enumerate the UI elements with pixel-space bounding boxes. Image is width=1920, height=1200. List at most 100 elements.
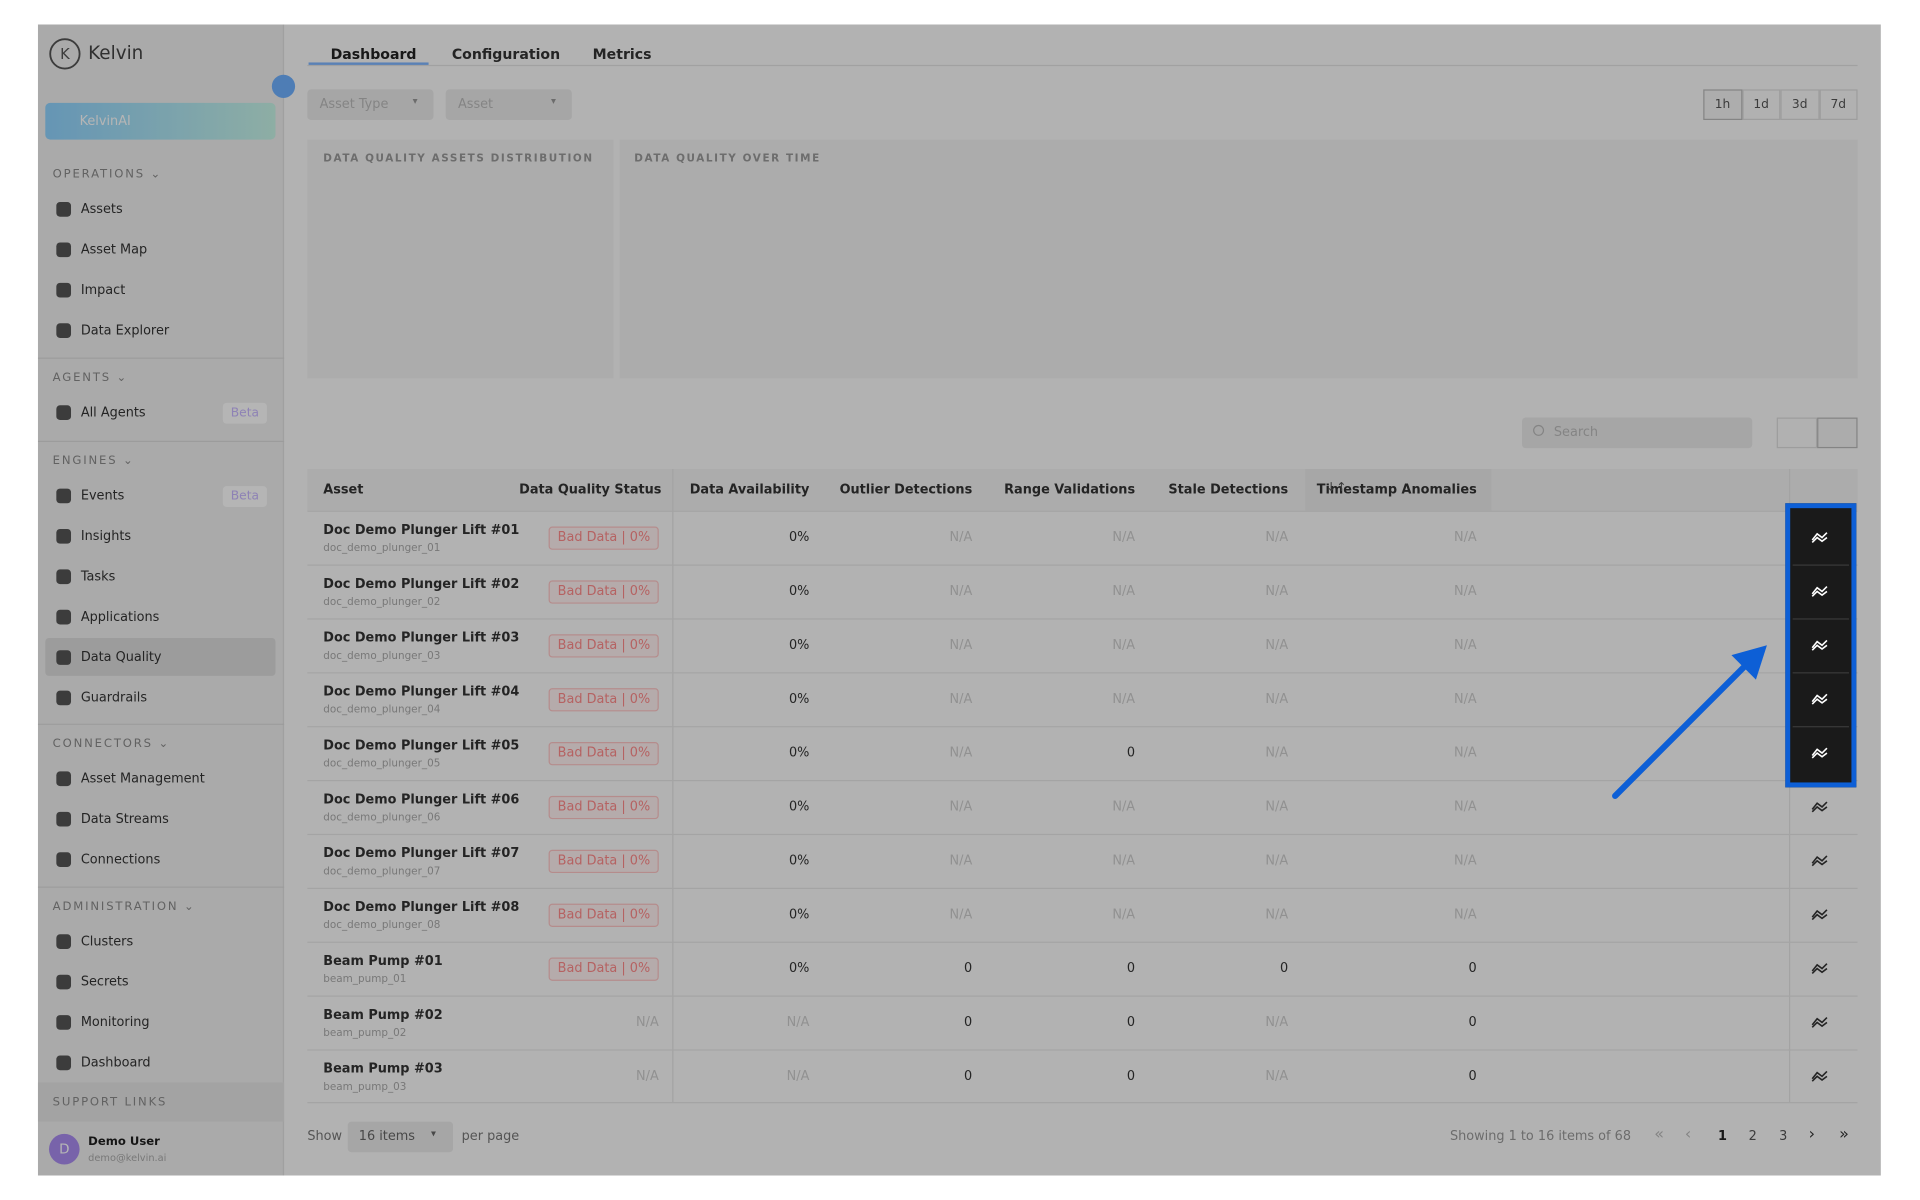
kelvinai-label: KelvinAI bbox=[79, 113, 131, 129]
cell-value: 0 bbox=[1126, 1068, 1136, 1084]
column-header[interactable]: Data Availability bbox=[689, 482, 810, 498]
nav-item[interactable]: Asset Map bbox=[80, 242, 148, 258]
nav-item[interactable]: Clusters bbox=[80, 934, 134, 949]
nav-icon bbox=[56, 690, 72, 706]
trend-icon[interactable] bbox=[1811, 639, 1828, 651]
nav-icon bbox=[56, 202, 72, 217]
row-divider bbox=[307, 941, 1858, 943]
page-nav[interactable]: ‹ bbox=[1684, 1125, 1692, 1144]
trend-icon[interactable] bbox=[1811, 801, 1828, 813]
tab-line bbox=[307, 64, 1858, 67]
column-header[interactable]: Asset bbox=[323, 482, 364, 498]
asset-name[interactable]: Doc Demo Plunger Lift #07 bbox=[323, 846, 520, 861]
trend-icon[interactable] bbox=[1811, 693, 1828, 705]
cell-na: N/A bbox=[949, 907, 973, 923]
section-title[interactable]: AGENTS ⌄ bbox=[52, 371, 129, 385]
filter-dropdown[interactable]: Asset ▾ bbox=[445, 89, 572, 120]
nav-item[interactable]: Applications bbox=[80, 609, 160, 625]
page-nav[interactable]: › bbox=[1808, 1125, 1815, 1144]
page-nav[interactable]: « bbox=[1654, 1125, 1665, 1144]
trend-icon[interactable] bbox=[1811, 1016, 1828, 1028]
section-title[interactable]: ADMINISTRATION ⌄ bbox=[52, 900, 196, 914]
tab[interactable]: Configuration bbox=[451, 45, 561, 63]
filter-dropdown[interactable]: Asset Type ▾ bbox=[307, 89, 434, 120]
caret: ▾ bbox=[431, 1127, 436, 1139]
nav-item[interactable]: Monitoring bbox=[80, 1015, 150, 1030]
asset-name[interactable]: Doc Demo Plunger Lift #02 bbox=[323, 576, 520, 592]
view-toggle[interactable] bbox=[1776, 417, 1818, 449]
asset-name[interactable]: Doc Demo Plunger Lift #06 bbox=[323, 792, 520, 807]
kelvinai-button[interactable]: KelvinAI bbox=[45, 102, 276, 140]
asset-name[interactable]: Beam Pump #03 bbox=[323, 1061, 443, 1077]
asset-name[interactable]: Doc Demo Plunger Lift #08 bbox=[323, 900, 520, 915]
collapse-button[interactable] bbox=[271, 74, 296, 98]
nav-item[interactable]: Assets bbox=[80, 202, 123, 217]
nav-icon bbox=[56, 282, 72, 298]
time-range[interactable]: 1d bbox=[1741, 89, 1781, 120]
cell-na: N/A bbox=[1112, 907, 1136, 923]
time-range[interactable]: 3d bbox=[1780, 89, 1819, 120]
nav-item[interactable]: Asset Management bbox=[80, 771, 205, 787]
nav-item[interactable]: All Agents bbox=[80, 405, 146, 420]
page-number[interactable]: 3 bbox=[1779, 1128, 1788, 1144]
asset-id: beam_pump_02 bbox=[323, 1027, 407, 1040]
cell-value: 0 bbox=[964, 1015, 973, 1030]
nav-item[interactable]: Data Quality bbox=[80, 650, 162, 665]
cell-divider bbox=[1792, 618, 1849, 620]
nav-item[interactable]: Insights bbox=[80, 528, 132, 544]
time-range[interactable]: 1h bbox=[1703, 89, 1742, 120]
page-nav[interactable]: » bbox=[1839, 1125, 1849, 1144]
tab[interactable]: Dashboard bbox=[330, 45, 417, 63]
nav-item[interactable]: Data Streams bbox=[80, 811, 169, 827]
asset-name[interactable]: Doc Demo Plunger Lift #03 bbox=[323, 630, 520, 646]
cell-na: N/A bbox=[1265, 637, 1289, 653]
asset-id: doc_demo_plunger_02 bbox=[323, 596, 441, 609]
asset-name[interactable]: Beam Pump #01 bbox=[323, 953, 443, 969]
trend-icon[interactable] bbox=[1811, 585, 1828, 597]
cell-value: 0% bbox=[788, 584, 810, 599]
asset-id: doc_demo_plunger_06 bbox=[323, 811, 441, 825]
column-header[interactable]: Data Quality Status bbox=[519, 482, 662, 498]
column-header[interactable]: Range Validations bbox=[1004, 482, 1136, 498]
page-number[interactable]: 2 bbox=[1748, 1128, 1757, 1144]
time-range[interactable]: 7d bbox=[1818, 89, 1858, 120]
cell-na: N/A bbox=[1265, 691, 1289, 707]
nav-item[interactable]: Events bbox=[80, 488, 125, 504]
nav-icon bbox=[56, 974, 72, 990]
search-box[interactable]: Search bbox=[1522, 417, 1753, 449]
asset-name[interactable]: Doc Demo Plunger Lift #04 bbox=[323, 684, 520, 700]
view-toggle[interactable] bbox=[1817, 417, 1858, 449]
trend-icon[interactable] bbox=[1811, 1070, 1828, 1082]
column-header[interactable]: Outlier Detections bbox=[839, 482, 973, 498]
trend-icon[interactable] bbox=[1811, 962, 1828, 975]
trend-icon[interactable] bbox=[1811, 909, 1828, 921]
nav-icon bbox=[56, 609, 72, 625]
column-header[interactable]: Stale Detections bbox=[1168, 482, 1289, 498]
tab[interactable]: Metrics bbox=[592, 45, 652, 63]
table-bottom bbox=[307, 1102, 1858, 1104]
trend-icon[interactable] bbox=[1811, 531, 1828, 544]
nav-item[interactable]: Dashboard bbox=[80, 1055, 151, 1071]
asset-name[interactable]: Beam Pump #02 bbox=[323, 1007, 443, 1023]
nav-item[interactable]: Data Explorer bbox=[80, 323, 170, 338]
asset-name[interactable]: Doc Demo Plunger Lift #05 bbox=[323, 738, 520, 754]
nav-item[interactable]: Secrets bbox=[80, 974, 129, 990]
section-title[interactable]: OPERATIONS ⌄ bbox=[52, 167, 163, 182]
asset-name[interactable]: Doc Demo Plunger Lift #01 bbox=[323, 522, 520, 538]
trend-icon[interactable] bbox=[1811, 747, 1828, 759]
nav-item[interactable]: Impact bbox=[80, 282, 126, 298]
cell-na: N/A bbox=[1265, 853, 1289, 869]
cell-value: 0% bbox=[788, 637, 810, 653]
support-links[interactable]: SUPPORT LINKS bbox=[52, 1095, 168, 1110]
nav-item[interactable]: Connections bbox=[80, 852, 161, 867]
nav-item[interactable]: Tasks bbox=[80, 569, 116, 585]
asset-id: doc_demo_plunger_01 bbox=[323, 542, 441, 555]
section-title[interactable]: ENGINES ⌄ bbox=[52, 454, 135, 468]
section-title[interactable]: CONNECTORS ⌄ bbox=[52, 737, 171, 751]
page-size-dropdown[interactable]: 16 items ▾ bbox=[347, 1121, 454, 1153]
trend-icon[interactable] bbox=[1811, 855, 1828, 867]
column-header[interactable]: Timestamp Anomalies bbox=[1316, 482, 1477, 498]
highlight-box bbox=[1785, 503, 1857, 788]
nav-item[interactable]: Guardrails bbox=[80, 690, 148, 706]
page-number[interactable]: 1 bbox=[1717, 1128, 1727, 1144]
